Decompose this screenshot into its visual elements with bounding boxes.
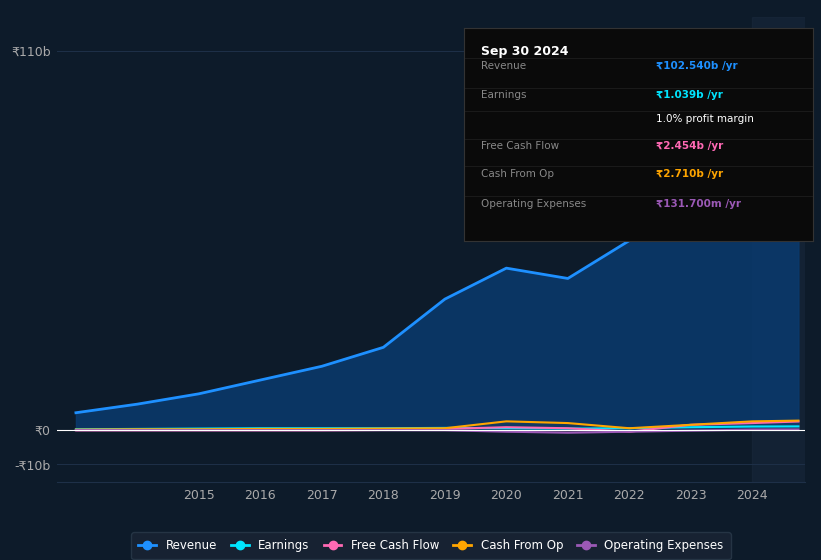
- Text: ₹102.540b /yr: ₹102.540b /yr: [656, 60, 737, 71]
- Text: Earnings: Earnings: [481, 90, 527, 100]
- Text: ₹131.700m /yr: ₹131.700m /yr: [656, 199, 741, 209]
- Text: Operating Expenses: Operating Expenses: [481, 199, 586, 209]
- Text: ₹2.454b /yr: ₹2.454b /yr: [656, 142, 723, 151]
- Text: Sep 30 2024: Sep 30 2024: [481, 45, 569, 58]
- Bar: [752, 17, 805, 482]
- Text: 1.0% profit margin: 1.0% profit margin: [656, 114, 754, 124]
- Text: Revenue: Revenue: [481, 60, 526, 71]
- Text: Cash From Op: Cash From Op: [481, 169, 554, 179]
- Text: ₹1.039b /yr: ₹1.039b /yr: [656, 90, 722, 100]
- Text: ₹2.710b /yr: ₹2.710b /yr: [656, 169, 723, 179]
- Legend: Revenue, Earnings, Free Cash Flow, Cash From Op, Operating Expenses: Revenue, Earnings, Free Cash Flow, Cash …: [131, 532, 731, 559]
- Text: Free Cash Flow: Free Cash Flow: [481, 142, 559, 151]
